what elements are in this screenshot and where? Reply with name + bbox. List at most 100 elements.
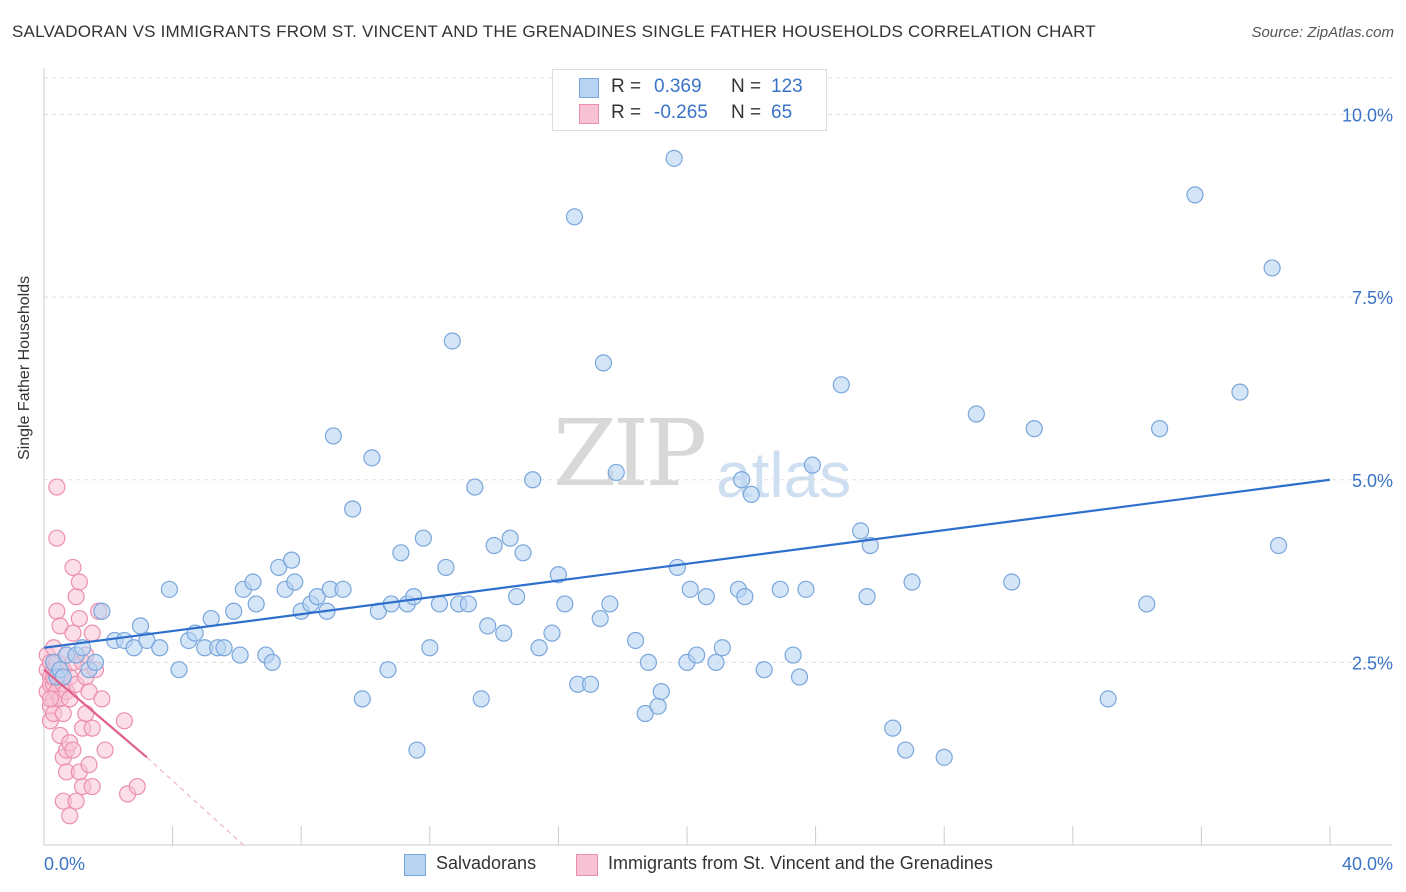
scatter-point-salvadorans (1099, 690, 1117, 708)
scatter-point-salvadorans (459, 595, 477, 613)
scatter-point-immigrants (83, 777, 101, 796)
scatter-point-immigrants (61, 807, 79, 825)
scatter-point-salvadorans (832, 376, 850, 394)
scatter-point-immigrants (80, 756, 98, 774)
scatter-point-salvadorans (556, 595, 574, 613)
scatter-point-salvadorans (803, 456, 821, 474)
scatter-point-salvadorans (681, 580, 699, 598)
scatter-point-salvadorans (607, 463, 625, 482)
scatter-point-salvadorans (414, 529, 432, 547)
scatter-point-immigrants (67, 588, 85, 606)
scatter-point-salvadorans (353, 690, 371, 708)
scatter-point-salvadorans (405, 588, 423, 606)
bottom-legend-label: Immigrants from St. Vincent and the Gren… (608, 853, 993, 873)
legend-r-value: 0.369 (654, 76, 702, 97)
scatter-point-salvadorans (131, 617, 150, 635)
scatter-point-immigrants (115, 712, 133, 730)
scatter-point-salvadorans (485, 536, 503, 555)
scatter-point-salvadorans (138, 631, 156, 650)
y-tick-label: 7.5% (1352, 288, 1393, 308)
scatter-point-salvadorans (565, 208, 584, 226)
scatter-point-immigrants (64, 624, 82, 642)
scatter-point-salvadorans (861, 536, 879, 555)
scatter-point-salvadorans (324, 427, 342, 445)
scatter-point-salvadorans (151, 639, 169, 657)
x-tick-label-min: 0.0% (44, 854, 85, 874)
trendline-immigrants (43, 668, 148, 759)
scatter-point-immigrants (48, 478, 66, 496)
scatter-point-salvadorans (93, 602, 111, 620)
scatter-point-salvadorans (495, 624, 513, 642)
scatter-point-salvadorans (1263, 259, 1281, 277)
scatter-point-immigrants (48, 602, 66, 620)
scatter-point-salvadorans (282, 551, 301, 569)
scatter-point-salvadorans (935, 748, 953, 766)
scatter-point-immigrants (48, 529, 66, 547)
scatter-point-immigrants (70, 573, 88, 591)
scatter-point-immigrants (64, 558, 82, 577)
scatter-point-salvadorans (1231, 383, 1249, 401)
scatter-point-salvadorans (897, 741, 915, 759)
scatter-point-salvadorans (530, 639, 548, 657)
legend-r-label: R = (611, 76, 642, 97)
scatter-point-salvadorans (231, 646, 249, 664)
scatter-point-salvadorans (170, 661, 188, 679)
scatter-point-salvadorans (430, 595, 449, 613)
x-tick-label-max: 40.0% (1342, 854, 1393, 874)
y-tick-label: 2.5% (1352, 653, 1393, 673)
scatter-point-salvadorans (524, 471, 542, 489)
legend-n-value: 65 (771, 102, 793, 123)
scatter-point-salvadorans (649, 697, 667, 715)
scatter-point-salvadorans (755, 661, 773, 679)
scatter-point-salvadorans (884, 719, 902, 737)
scatter-point-salvadorans (501, 529, 519, 547)
scatter-point-salvadorans (858, 588, 876, 606)
scatter-point-salvadorans (797, 580, 815, 598)
scatter-point-salvadorans (215, 639, 233, 657)
scatter-point-salvadorans (334, 580, 352, 598)
scatter-point-salvadorans (408, 741, 426, 759)
scatter-point-immigrants (83, 624, 101, 642)
scatter-point-salvadorans (263, 653, 281, 671)
scatter-point-immigrants (67, 792, 85, 810)
bottom-legend-swatch-blue (404, 854, 426, 876)
scatter-point-salvadorans (636, 704, 654, 723)
scatter-point-immigrants (64, 741, 82, 759)
stats-legend: R = 0.369 N = 123 R = -0.265 N = 65 (552, 69, 827, 131)
scatter-point-immigrants (70, 609, 88, 628)
scatter-point-salvadorans (1025, 420, 1043, 438)
scatter-point-immigrants (41, 690, 60, 708)
scatter-point-salvadorans (466, 478, 484, 496)
scatter-point-salvadorans (594, 354, 613, 372)
scatter-point-salvadorans (392, 544, 410, 562)
scatter-point-salvadorans (363, 449, 381, 467)
scatter-point-immigrants (51, 617, 69, 635)
scatter-point-salvadorans (771, 580, 789, 598)
scatter-point-immigrants (77, 704, 95, 723)
scatter-point-salvadorans (244, 573, 262, 591)
scatter-point-salvadorans (733, 471, 751, 489)
y-tick-label: 5.0% (1352, 471, 1393, 491)
scatter-point-salvadorans (443, 332, 461, 350)
scatter-point-salvadorans (697, 588, 715, 606)
watermark-zip: ZIP (553, 400, 707, 507)
scatter-point-immigrants (61, 690, 79, 708)
scatter-point-salvadorans (549, 566, 568, 584)
scatter-point-salvadorans (903, 573, 921, 591)
scatter-point-salvadorans (247, 595, 265, 613)
scatter-point-salvadorans (543, 624, 561, 642)
legend-n-value: 123 (771, 76, 803, 97)
scatter-point-salvadorans (790, 668, 809, 686)
y-tick-label: 10.0% (1342, 106, 1393, 126)
scatter-point-salvadorans (736, 588, 754, 606)
scatter-point-salvadorans (1186, 186, 1204, 204)
scatter-point-salvadorans (286, 573, 304, 591)
scatter-point-salvadorans (626, 631, 645, 650)
scatter-point-immigrants (96, 741, 114, 759)
scatter-point-salvadorans (713, 639, 731, 657)
scatter-point-immigrants (83, 719, 101, 737)
scatter-point-salvadorans (707, 653, 725, 671)
scatter-point-salvadorans (742, 485, 760, 503)
scatter-point-immigrants (93, 690, 111, 708)
